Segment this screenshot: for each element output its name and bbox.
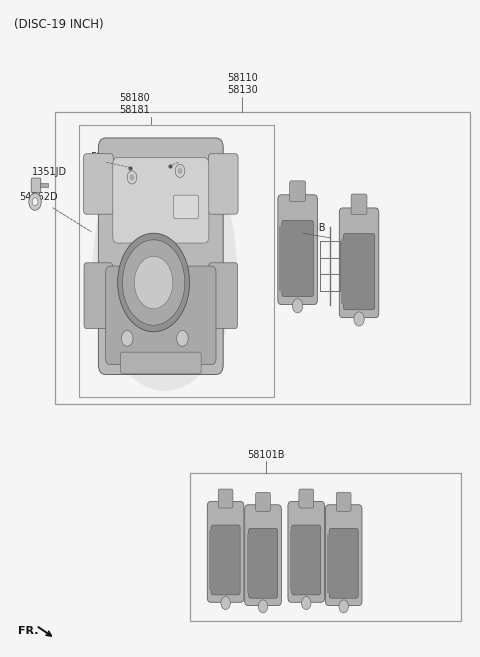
FancyBboxPatch shape [339,208,379,318]
FancyBboxPatch shape [282,221,313,297]
FancyBboxPatch shape [292,525,321,595]
Circle shape [118,233,190,332]
Circle shape [121,330,133,346]
Circle shape [134,256,173,309]
FancyBboxPatch shape [256,492,270,511]
Circle shape [130,174,134,181]
Text: 58180
58181: 58180 58181 [119,93,150,115]
Circle shape [32,198,38,206]
Text: 54562D: 54562D [19,192,58,202]
FancyBboxPatch shape [278,194,317,305]
Bar [290,530,293,589]
Text: (DISC-19 INCH): (DISC-19 INCH) [14,18,104,32]
FancyBboxPatch shape [329,528,358,598]
Text: 58314: 58314 [158,152,189,162]
Text: 58314: 58314 [90,152,121,162]
FancyBboxPatch shape [174,195,198,219]
Circle shape [354,312,364,326]
Circle shape [339,600,348,613]
Text: 1351JD: 1351JD [32,168,67,177]
Circle shape [122,240,185,325]
FancyBboxPatch shape [288,501,324,602]
FancyBboxPatch shape [209,263,238,328]
FancyBboxPatch shape [120,352,201,374]
Text: 58101B: 58101B [248,450,285,460]
FancyBboxPatch shape [249,528,277,598]
Bar [327,533,330,593]
FancyBboxPatch shape [343,234,375,310]
FancyBboxPatch shape [299,489,313,508]
FancyBboxPatch shape [218,489,233,508]
Circle shape [301,597,311,610]
FancyBboxPatch shape [106,266,216,365]
Bar [209,530,212,589]
FancyBboxPatch shape [290,181,306,201]
Circle shape [175,164,185,177]
FancyBboxPatch shape [207,501,244,602]
FancyBboxPatch shape [31,178,41,193]
Text: 58110
58130: 58110 58130 [227,74,258,95]
Bar [79,125,274,397]
Bar [279,226,283,291]
Circle shape [29,193,41,210]
FancyBboxPatch shape [325,505,362,606]
FancyBboxPatch shape [336,492,351,511]
Text: 58144B: 58144B [288,223,325,233]
Circle shape [221,597,230,610]
FancyBboxPatch shape [84,263,113,328]
Bar [190,473,461,621]
Circle shape [127,171,137,184]
Bar [247,533,250,593]
FancyBboxPatch shape [84,154,113,214]
Circle shape [177,330,188,346]
Ellipse shape [93,141,237,391]
Circle shape [178,168,182,174]
Circle shape [292,299,303,313]
Bar [40,183,48,187]
FancyBboxPatch shape [245,505,281,606]
Bar [341,239,344,304]
FancyBboxPatch shape [211,525,240,595]
FancyBboxPatch shape [351,194,367,215]
FancyBboxPatch shape [98,138,223,374]
Circle shape [258,600,268,613]
FancyBboxPatch shape [113,158,209,243]
Bar [55,112,470,404]
FancyBboxPatch shape [208,154,238,214]
Text: FR.: FR. [18,625,39,636]
